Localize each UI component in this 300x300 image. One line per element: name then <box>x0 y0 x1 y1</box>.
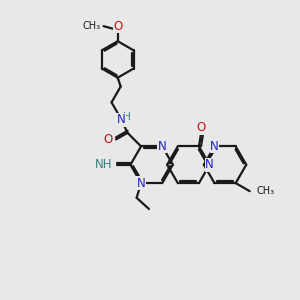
Text: CH₃: CH₃ <box>256 186 274 196</box>
Text: N: N <box>137 177 146 190</box>
Text: N: N <box>158 140 167 153</box>
Text: N: N <box>117 113 126 126</box>
Text: NH: NH <box>95 158 113 171</box>
Text: N: N <box>205 158 214 171</box>
Text: O: O <box>197 121 206 134</box>
Text: O: O <box>103 133 112 146</box>
Text: N: N <box>210 140 219 153</box>
Text: O: O <box>113 20 122 33</box>
Text: CH₃: CH₃ <box>82 21 100 31</box>
Text: H: H <box>123 112 131 122</box>
